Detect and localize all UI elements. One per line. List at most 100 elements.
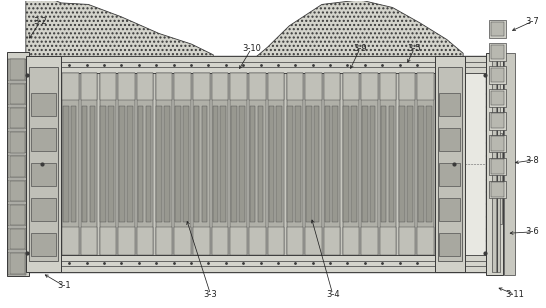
Bar <box>380 73 396 100</box>
Bar <box>62 73 79 100</box>
Bar <box>231 106 237 222</box>
Bar <box>435 56 465 272</box>
Bar <box>212 228 228 255</box>
Bar <box>351 106 357 222</box>
Bar <box>276 106 282 222</box>
Bar <box>491 22 504 36</box>
Bar <box>325 106 330 222</box>
Bar <box>108 106 114 222</box>
Bar <box>230 228 247 255</box>
Text: 3-10: 3-10 <box>242 44 260 53</box>
Bar <box>295 106 301 222</box>
Bar <box>439 128 460 151</box>
Bar <box>193 73 210 100</box>
Bar <box>491 159 504 174</box>
Bar <box>31 93 56 116</box>
Bar <box>99 228 116 255</box>
Bar <box>8 83 26 105</box>
Bar <box>26 56 486 73</box>
Bar <box>8 131 26 153</box>
Bar <box>63 106 69 222</box>
Bar <box>399 73 415 100</box>
Bar <box>10 253 25 274</box>
Bar <box>156 73 172 100</box>
Bar <box>99 73 116 255</box>
Bar <box>305 73 322 100</box>
Bar <box>29 67 58 261</box>
Bar <box>8 180 26 202</box>
Bar <box>239 106 245 222</box>
Bar <box>489 66 506 84</box>
Bar <box>306 106 312 222</box>
Bar <box>268 73 284 255</box>
Text: 3-1: 3-1 <box>57 281 70 290</box>
Text: 3-8: 3-8 <box>526 156 539 164</box>
Bar <box>174 73 191 100</box>
Text: 3-2: 3-2 <box>34 17 48 26</box>
Bar <box>491 136 504 151</box>
Bar <box>62 228 79 255</box>
Bar <box>268 73 284 100</box>
Bar <box>249 73 265 100</box>
Bar <box>119 106 124 222</box>
Bar <box>138 106 144 222</box>
Bar <box>137 228 153 255</box>
Bar <box>201 106 207 222</box>
Bar <box>62 73 79 255</box>
Bar <box>156 73 172 255</box>
Bar <box>399 73 415 255</box>
Text: 3-7: 3-7 <box>526 17 539 26</box>
Bar <box>287 73 303 100</box>
Bar <box>342 228 359 255</box>
Bar <box>118 73 135 100</box>
Bar <box>287 73 303 255</box>
Bar <box>287 106 293 222</box>
Bar <box>26 56 486 272</box>
Bar <box>212 73 228 100</box>
Bar <box>324 73 340 255</box>
Bar <box>343 106 349 222</box>
Bar <box>439 198 460 221</box>
Bar <box>90 106 95 222</box>
Bar <box>399 106 405 222</box>
Bar <box>26 56 61 272</box>
Bar <box>221 106 226 222</box>
Bar <box>258 106 263 222</box>
Bar <box>489 158 506 175</box>
Bar <box>31 233 56 256</box>
Bar <box>250 106 256 222</box>
Bar <box>407 106 413 222</box>
Bar <box>118 73 135 255</box>
Bar <box>10 180 25 201</box>
Bar <box>61 73 435 255</box>
Bar <box>489 89 506 107</box>
Bar <box>156 228 172 255</box>
Bar <box>342 73 359 255</box>
Bar <box>183 106 188 222</box>
Bar <box>324 73 340 100</box>
Bar <box>81 73 97 100</box>
Bar <box>193 73 210 255</box>
Bar <box>81 73 97 255</box>
Bar <box>8 107 26 129</box>
Bar <box>491 45 504 59</box>
Bar <box>31 198 56 221</box>
Bar <box>157 106 162 222</box>
Bar <box>491 91 504 105</box>
Bar <box>174 73 191 255</box>
Bar <box>342 73 359 100</box>
Bar <box>437 67 462 261</box>
Bar <box>164 106 170 222</box>
Bar <box>361 73 378 100</box>
Bar <box>8 228 26 250</box>
Bar <box>82 106 87 222</box>
Bar <box>417 228 434 255</box>
Text: 3-9: 3-9 <box>353 44 367 53</box>
Bar <box>10 156 25 177</box>
Bar <box>418 106 424 222</box>
Bar <box>31 163 56 186</box>
Bar <box>287 228 303 255</box>
Bar <box>489 135 506 152</box>
Bar <box>10 59 25 80</box>
Bar <box>439 233 460 256</box>
